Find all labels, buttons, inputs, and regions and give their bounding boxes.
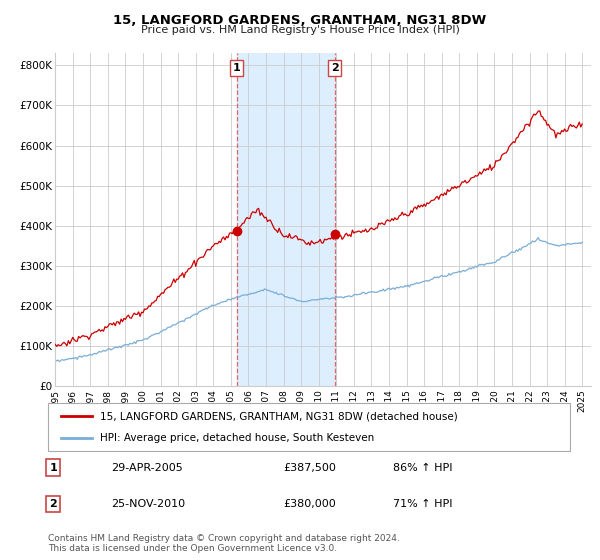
Text: £380,000: £380,000	[283, 499, 335, 509]
Text: 25-NOV-2010: 25-NOV-2010	[110, 499, 185, 509]
Text: Price paid vs. HM Land Registry's House Price Index (HPI): Price paid vs. HM Land Registry's House …	[140, 25, 460, 35]
Text: 15, LANGFORD GARDENS, GRANTHAM, NG31 8DW: 15, LANGFORD GARDENS, GRANTHAM, NG31 8DW	[113, 14, 487, 27]
Text: 15, LANGFORD GARDENS, GRANTHAM, NG31 8DW (detached house): 15, LANGFORD GARDENS, GRANTHAM, NG31 8DW…	[100, 411, 458, 421]
Bar	[236, 53, 335, 386]
Text: 71% ↑ HPI: 71% ↑ HPI	[392, 499, 452, 509]
Text: 1: 1	[49, 463, 57, 473]
Text: Contains HM Land Registry data © Crown copyright and database right 2024.
This d: Contains HM Land Registry data © Crown c…	[48, 534, 400, 553]
Text: 1: 1	[233, 63, 241, 73]
Text: 86% ↑ HPI: 86% ↑ HPI	[392, 463, 452, 473]
Text: 29-APR-2005: 29-APR-2005	[110, 463, 182, 473]
Text: HPI: Average price, detached house, South Kesteven: HPI: Average price, detached house, Sout…	[100, 433, 374, 443]
Text: 2: 2	[49, 499, 57, 509]
Text: £387,500: £387,500	[283, 463, 336, 473]
Text: 2: 2	[331, 63, 338, 73]
